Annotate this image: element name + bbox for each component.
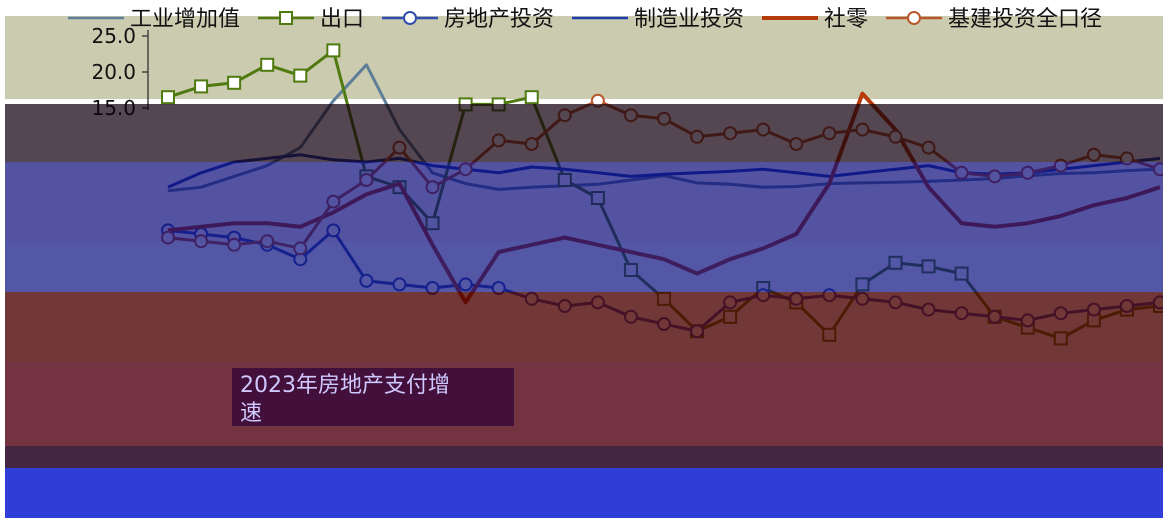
y-tick-label: 20.0 bbox=[91, 60, 136, 84]
overlay-band bbox=[5, 104, 1163, 162]
legend-item-5: 基建投资全口径 bbox=[886, 7, 1102, 32]
annotation: 2023年房地产支付增 速 bbox=[240, 373, 450, 426]
legend-marker bbox=[403, 11, 417, 25]
overlay-band bbox=[5, 362, 1163, 446]
overlay-band bbox=[5, 242, 1163, 292]
legend-label: 制造业投资 bbox=[634, 7, 744, 32]
data-point bbox=[293, 68, 308, 83]
legend-marker bbox=[279, 11, 293, 25]
annotation-line-2: 速 bbox=[240, 401, 262, 426]
data-point bbox=[524, 90, 539, 105]
data-point bbox=[194, 79, 209, 94]
legend-item-3: 制造业投资 bbox=[572, 7, 744, 32]
annotation-box bbox=[232, 368, 514, 426]
legend-label: 工业增加值 bbox=[130, 7, 240, 32]
legend-marker bbox=[907, 11, 921, 25]
legend-item-1: 出口 bbox=[258, 7, 364, 32]
legend-label: 出口 bbox=[320, 7, 364, 32]
legend-item-2: 房地产投资 bbox=[382, 7, 554, 32]
legend-label: 基建投资全口径 bbox=[948, 7, 1102, 32]
legend-label: 房地产投资 bbox=[444, 7, 554, 32]
data-point bbox=[260, 57, 275, 72]
overlay-band bbox=[5, 468, 1163, 518]
overlay-bands bbox=[5, 104, 1163, 518]
overlay-band bbox=[5, 446, 1163, 468]
data-point bbox=[227, 75, 242, 90]
legend-label: 社零 bbox=[824, 7, 868, 32]
data-point bbox=[326, 43, 341, 58]
legend-item-4: 社零 bbox=[762, 7, 868, 32]
overlay-band bbox=[5, 292, 1163, 362]
data-point bbox=[161, 90, 175, 105]
legend: 工业增加值 出口 房地产投资 制造业投资 社零 基建投资全口径 bbox=[68, 7, 1102, 32]
y-tick-label: 25.0 bbox=[91, 24, 136, 48]
legend-item-0: 工业增加值 bbox=[68, 7, 240, 32]
overlay-band bbox=[5, 162, 1163, 242]
annotation-line-1: 2023年房地产支付增 bbox=[240, 373, 450, 398]
